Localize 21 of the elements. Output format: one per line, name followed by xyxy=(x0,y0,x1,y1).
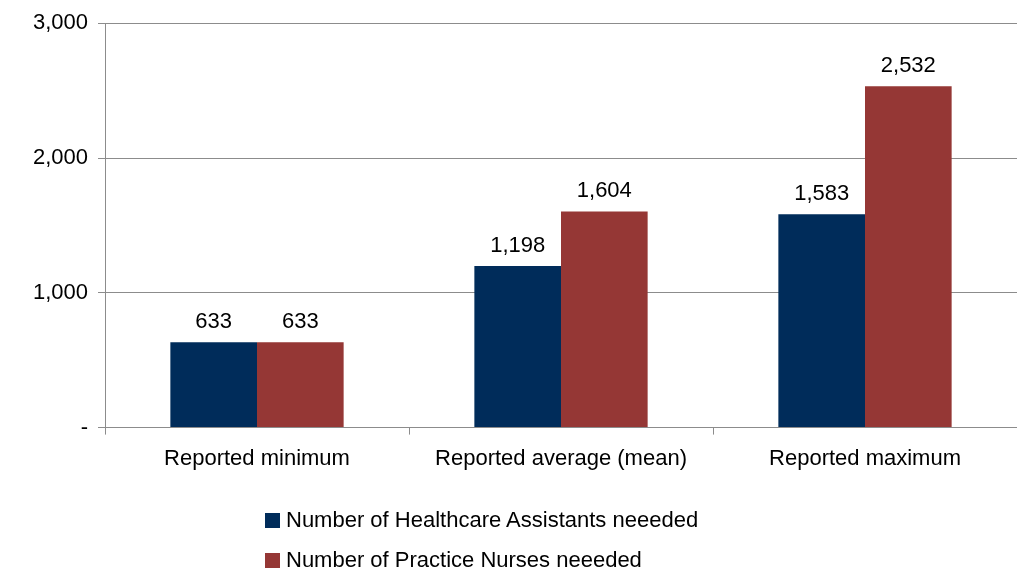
x-tick-label: Reported minimum xyxy=(164,444,350,470)
data-label: 633 xyxy=(281,308,319,334)
bar xyxy=(778,214,865,428)
bar xyxy=(561,211,648,428)
bar xyxy=(865,86,952,428)
y-tick-label: 2,000 xyxy=(32,144,88,170)
y-tick-label: - xyxy=(80,413,88,439)
data-label: 633 xyxy=(195,308,233,334)
x-tick-label: Reported average (mean) xyxy=(435,444,687,470)
y-tick-label: 3,000 xyxy=(32,9,88,35)
legend-label: Number of Practice Nurses neeeded xyxy=(286,547,642,573)
y-tick-label: 1,000 xyxy=(32,278,88,304)
data-label: 1,583 xyxy=(794,180,850,206)
x-tick-label: Reported maximum xyxy=(769,444,961,470)
data-label: 1,198 xyxy=(490,232,546,258)
legend-label: Number of Healthcare Assistants neeeded xyxy=(286,507,699,533)
data-label: 2,532 xyxy=(880,52,936,78)
bar xyxy=(170,342,257,428)
bar xyxy=(257,342,344,428)
data-label: 1,604 xyxy=(576,177,632,203)
bar xyxy=(474,266,561,428)
